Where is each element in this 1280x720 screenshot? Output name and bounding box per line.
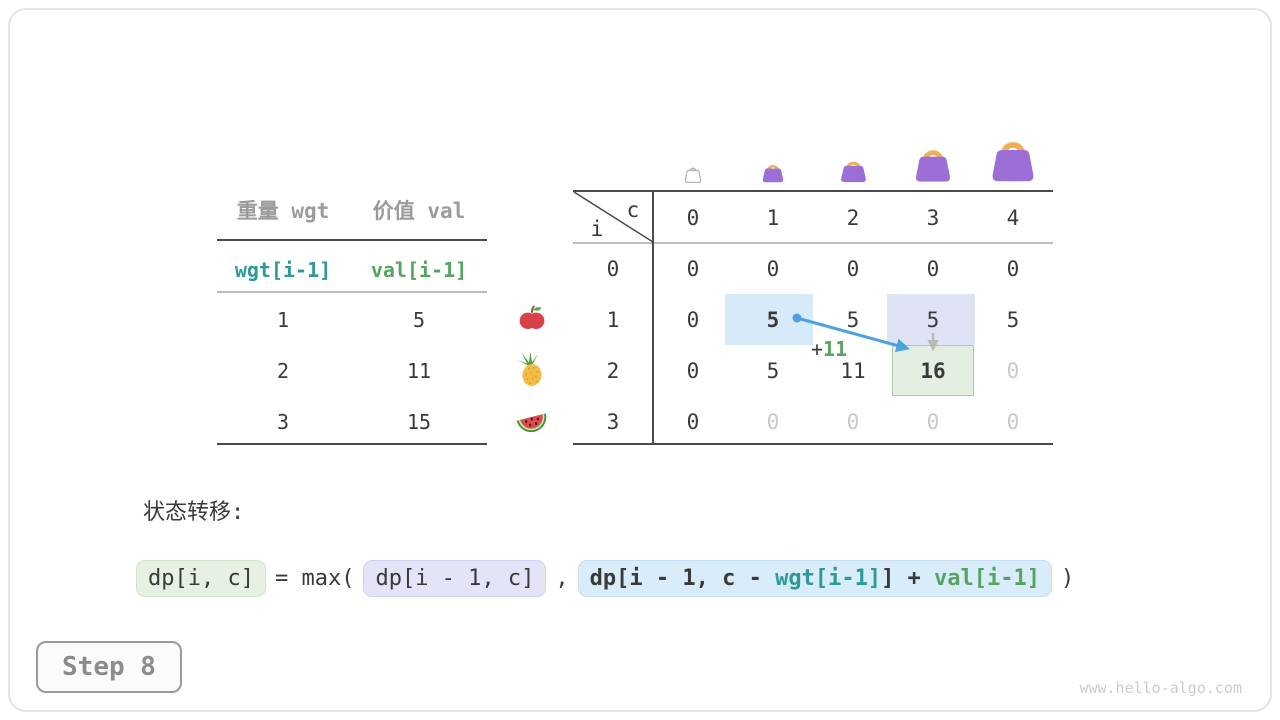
formula-arg2-box: dp[i - 1, c - wgt[i-1]] + val[i-1] (577, 560, 1053, 597)
dp-corner-row-var: i (590, 217, 604, 241)
dp-row-header: 2 (606, 359, 620, 383)
dp-line-vertical (652, 190, 654, 445)
items-table-line-top (217, 239, 487, 241)
dp-cell: 0 (926, 257, 940, 281)
highlight-cell-dp-2-3 (892, 345, 974, 396)
bag-icon-capacity-0 (684, 167, 702, 183)
pineapple-icon (518, 351, 542, 386)
plus-sign: + (811, 337, 824, 361)
dp-cell: 0 (686, 308, 700, 332)
dp-cell: 0 (846, 257, 860, 281)
dp-cell: 0 (766, 410, 780, 434)
bag-icon-capacity-4 (992, 142, 1034, 182)
items-table-line-mid (217, 291, 487, 293)
highlight-cell-dp-1-3 (887, 294, 975, 345)
dp-line-bottom (573, 443, 1053, 445)
formula-arg2-prefix: dp[i - 1, c - (589, 566, 776, 591)
items-header-weight: 重量 wgt (236, 199, 330, 223)
added-value: 11 (823, 337, 848, 361)
site-watermark: www.hello-algo.com (1079, 679, 1242, 697)
formula-lhs-box: dp[i, c] (136, 560, 266, 597)
formula-close-paren: ) (1061, 566, 1075, 591)
items-var-val: val[i-1] (370, 258, 468, 282)
dp-corner-col-var: c (626, 198, 640, 222)
dp-cell: 5 (846, 308, 860, 332)
dp-col-header: 1 (766, 206, 780, 230)
formula-arg2-val: val[i-1] (934, 566, 1041, 591)
item-val: 11 (406, 359, 432, 383)
dp-col-header: 0 (686, 206, 700, 230)
item-val: 5 (412, 308, 426, 332)
dp-cell: 0 (686, 359, 700, 383)
formula-eq-max: = max( (274, 566, 355, 591)
dp-row-header: 0 (606, 257, 620, 281)
dp-col-header: 2 (846, 206, 860, 230)
formula-arg2-mid: ] + (881, 566, 935, 591)
watermelon-icon (516, 413, 547, 433)
dp-cell: 5 (766, 359, 780, 383)
dp-cell: 11 (840, 359, 866, 383)
dp-row-header: 3 (606, 410, 620, 434)
dp-cell: 0 (1006, 257, 1020, 281)
bag-icon-capacity-3 (915, 150, 951, 182)
bag-icon-capacity-2 (841, 161, 866, 183)
items-header-value: 价值 val (372, 199, 466, 223)
dp-cell-source-lavender: 5 (926, 308, 940, 332)
transition-formula: dp[i, c] = max( dp[i - 1, c] , dp[i - 1,… (136, 560, 1074, 597)
apple-icon (519, 305, 545, 329)
transition-arrows (792, 313, 939, 353)
dp-cell: 0 (846, 410, 860, 434)
dp-cell: 0 (766, 257, 780, 281)
dp-col-header: 3 (926, 206, 940, 230)
dp-cell: 0 (1006, 410, 1020, 434)
item-val: 15 (406, 410, 432, 434)
dp-cell: 0 (926, 410, 940, 434)
dp-line-header (573, 242, 1053, 244)
dp-table: c i 0 1 2 3 4 0 1 2 3 0 0 0 0 0 0 5 5 5 … (573, 190, 1053, 445)
item-wgt: 2 (276, 359, 290, 383)
dp-cell-current: 16 (920, 359, 946, 383)
dp-cell: 0 (686, 257, 700, 281)
blue-transfer-arrow (796, 316, 910, 353)
dp-row-header: 1 (606, 308, 620, 332)
dp-corner-diagonal (573, 191, 654, 243)
dp-cell: 0 (686, 410, 700, 434)
items-table-line-bottom (217, 443, 487, 445)
bag-icon-capacity-1 (762, 165, 784, 183)
dp-col-header: 4 (1006, 206, 1020, 230)
formula-comma: , (555, 566, 569, 591)
dp-cell: 5 (1006, 308, 1020, 332)
item-wgt: 3 (276, 410, 290, 434)
dp-line-top (573, 190, 1053, 192)
formula-arg2-wgt: wgt[i-1] (775, 566, 882, 591)
dp-cell-source-blue: 5 (766, 308, 780, 332)
transition-title: 状态转移: (143, 500, 245, 525)
step-badge: Step 8 (36, 641, 182, 693)
items-var-wgt: wgt[i-1] (234, 258, 332, 282)
formula-arg1-box: dp[i - 1, c] (363, 560, 547, 597)
add-value-annotation: +11 (811, 338, 847, 360)
item-wgt: 1 (276, 308, 290, 332)
dp-cell: 0 (1006, 359, 1020, 383)
